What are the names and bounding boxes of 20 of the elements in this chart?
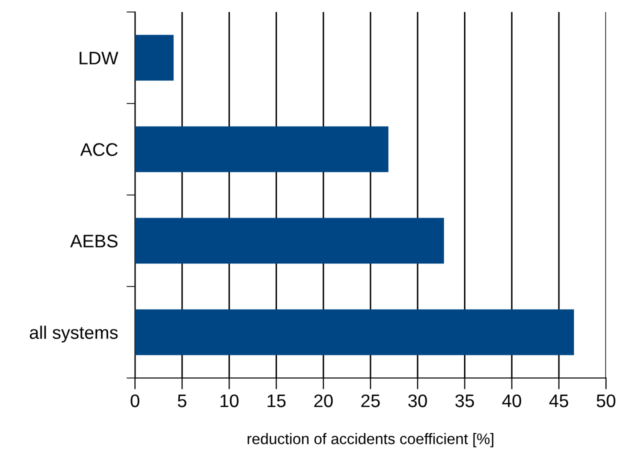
x-tick-label: 25 bbox=[361, 394, 380, 408]
x-tick-label: 40 bbox=[502, 394, 522, 408]
bar bbox=[135, 309, 574, 356]
y-tick-label: LDW bbox=[80, 52, 118, 64]
bar bbox=[135, 218, 444, 264]
x-tick-label: 5 bbox=[178, 394, 186, 408]
bar bbox=[135, 126, 388, 172]
x-tick-label: 15 bbox=[268, 394, 286, 408]
x-tick-label: 45 bbox=[549, 394, 568, 408]
x-tick-label: 10 bbox=[220, 394, 239, 408]
x-tick-label: 0 bbox=[130, 394, 140, 408]
y-tick-label: AEBS bbox=[70, 234, 118, 248]
x-tick-label: 50 bbox=[596, 394, 616, 408]
x-axis-title: reduction of accidents coefficient [%] bbox=[248, 433, 494, 448]
y-tick-label: all systems bbox=[30, 326, 118, 343]
bar bbox=[135, 34, 174, 81]
x-tick-label: 35 bbox=[455, 394, 474, 408]
x-tick-label: 30 bbox=[408, 394, 427, 408]
y-tick-label: ACC bbox=[80, 143, 118, 156]
x-tick-label: 20 bbox=[314, 394, 333, 408]
